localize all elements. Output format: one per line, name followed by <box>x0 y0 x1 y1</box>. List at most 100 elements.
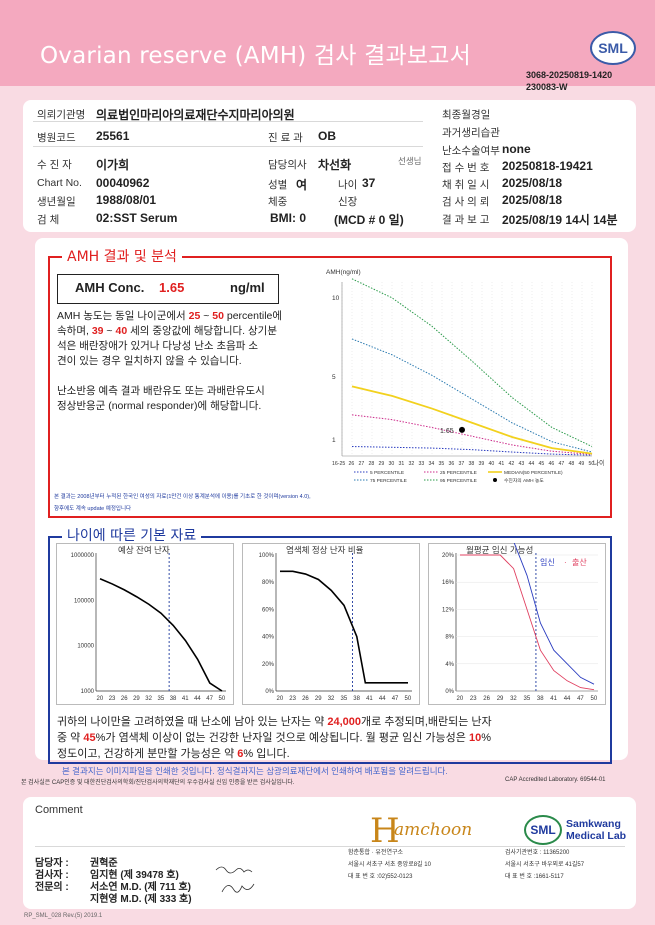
amh-conc-value: 1.65 <box>159 280 185 295</box>
dob-value: 1988/08/01 <box>96 193 157 207</box>
amh-x-tick: 48 <box>569 461 575 467</box>
chart-x-tick: 50 <box>591 696 598 702</box>
age-value: 37 <box>362 176 376 190</box>
collect-value: 2025/08/18 <box>502 176 563 190</box>
legend-pregnancy: 임신 <box>540 558 555 567</box>
owner-label: 담당자 : <box>35 858 69 869</box>
amh-series-line <box>351 446 593 456</box>
amh-legend-entry: 95 PERCENTILE <box>440 478 477 484</box>
chart-x-tick: 29 <box>315 696 322 702</box>
chart-series-line <box>99 577 223 692</box>
chart-x-tick: 23 <box>109 696 116 702</box>
chart-y-tick: 100000 <box>74 598 95 604</box>
amh-section-title: AMH 결과 및 분석 <box>62 246 182 266</box>
chart-x-tick: 50 <box>219 696 226 702</box>
chart-frame <box>56 543 234 705</box>
chart-x-tick: 38 <box>537 696 544 702</box>
chart-y-tick: 12% <box>442 607 455 613</box>
chart-x-tick: 44 <box>194 696 201 702</box>
amh-x-tick: 45 <box>539 461 545 467</box>
samkwang-logo-mark: SML <box>524 815 562 845</box>
amh-x-label: 나이 <box>593 458 604 467</box>
expert-label: 전문의 : <box>35 882 69 893</box>
amh-y-tick: 5 <box>332 374 336 381</box>
patient-amh-point <box>459 426 465 433</box>
bmi-value: BMI: 0 <box>270 211 306 225</box>
age-summary-text: 귀하의 나이만을 고려하였을 때 난소에 남아 있는 난자는 약 24,000개… <box>57 716 492 760</box>
sml-line-2: 서울시 서초구 바우뫼로 41길57 <box>505 862 585 868</box>
age-section-box <box>48 536 612 764</box>
chart-title: 월평균 임신 가능성 <box>466 545 533 555</box>
amh-footnote-2: 향후에도 계속 update 예정입니다 <box>54 506 132 512</box>
chart-series-line <box>280 570 408 684</box>
chart-x-tick: 35 <box>158 696 165 702</box>
amh-legend-entry: 75 PERCENTILE <box>370 478 407 484</box>
sex-label: 성별 <box>268 179 288 191</box>
amh-x-tick: 40 <box>489 461 495 467</box>
amh-legend-entry: 수진자의 AMH 농도 <box>504 477 544 484</box>
hamchoon-logo: amchoon <box>394 820 473 840</box>
cap-text: CAP Accredited Laboratory. 69544-01 <box>505 777 606 783</box>
tester-value: 임지현 (제 39478 호) <box>90 870 179 881</box>
chart-x-tick: 29 <box>133 696 140 702</box>
chart-x-tick: 35 <box>524 696 531 702</box>
sex-value: 여 <box>296 178 308 192</box>
chart-y-tick: 0% <box>265 689 274 695</box>
amh-x-tick: 44 <box>529 461 535 467</box>
test-value: 02:SST Serum <box>96 211 178 225</box>
amh-x-tick: 37 <box>459 461 465 467</box>
chart-x-tick: 32 <box>328 696 335 702</box>
surgery-label: 난소수술여부 <box>442 145 500 157</box>
chart-y-tick: 100% <box>259 553 275 559</box>
weight-label: 체중 <box>268 196 288 208</box>
report-label: 결 과 보 고 <box>442 214 490 226</box>
receipt-label: 접 수 번 호 <box>442 162 490 174</box>
amh-x-tick: 36 <box>449 461 455 467</box>
amh-legend-point <box>493 478 497 482</box>
chart-y-tick: 8% <box>445 635 454 641</box>
chart-y-tick: 10000 <box>77 644 94 650</box>
amh-y-tick: 1 <box>332 437 336 444</box>
doctor-suffix: 선생님 <box>398 156 422 166</box>
collect-label: 채 취 일 시 <box>442 179 490 191</box>
chart-y-tick: 0% <box>445 689 454 695</box>
chart-x-tick: 35 <box>341 696 348 702</box>
height-label: 신장 <box>338 196 358 208</box>
receipt-value: 20250818-19421 <box>502 159 593 173</box>
patient-label: 수 진 자 <box>37 159 72 171</box>
chart-frame <box>428 543 606 705</box>
chart-x-tick: 23 <box>470 696 477 702</box>
amh-series-line <box>351 414 593 455</box>
chart-y-tick: 4% <box>445 662 454 668</box>
doctor-label: 담당의사 <box>268 159 307 171</box>
amh-x-tick: 38 <box>469 461 475 467</box>
amh-x-tick: 46 <box>549 461 555 467</box>
divider <box>35 846 625 847</box>
patient-amh-label: 1.65 <box>440 428 454 435</box>
chart-x-tick: 26 <box>121 696 128 702</box>
amh-legend-entry: 25 PERCENTILE <box>440 470 477 476</box>
chart-x-tick: 47 <box>577 696 584 702</box>
history-label: 과거생리습관 <box>442 127 500 139</box>
age-label: 나이 <box>338 179 358 191</box>
samkwang-logo: Samkwang Medical Lab <box>566 818 627 842</box>
dept-label: 진 료 과 <box>268 132 303 144</box>
amh-x-tick: 41 <box>499 461 505 467</box>
hospital-code-value: 25561 <box>96 129 130 143</box>
report-title: Ovarian reserve (AMH) 검사 결과보고서 <box>40 43 471 69</box>
amh-section-box <box>48 256 612 518</box>
chart-x-tick: 38 <box>353 696 360 702</box>
divider <box>33 146 423 147</box>
chart-no-value: 00040962 <box>96 176 150 190</box>
chart-y-tick: 1000 <box>81 689 95 695</box>
chart-x-tick: 32 <box>145 696 152 702</box>
chart-x-tick: 50 <box>405 696 412 702</box>
amh-chart-ylabel: AMH(ng/ml) <box>326 269 361 276</box>
amh-x-tick: 47 <box>559 461 565 467</box>
amh-x-tick: 29 <box>379 461 385 467</box>
chart-x-tick: 26 <box>302 696 309 702</box>
amh-series-line <box>351 338 593 453</box>
print-notice: 본 결과지는 이미지파일을 인쇄한 것입니다. 정식결과지는 삼광의료재단에서 … <box>62 766 448 776</box>
hamchoon-line-3: 대 표 번 호 :02)552-0123 <box>348 874 413 880</box>
request-label: 검 사 의 뢰 <box>442 196 490 208</box>
